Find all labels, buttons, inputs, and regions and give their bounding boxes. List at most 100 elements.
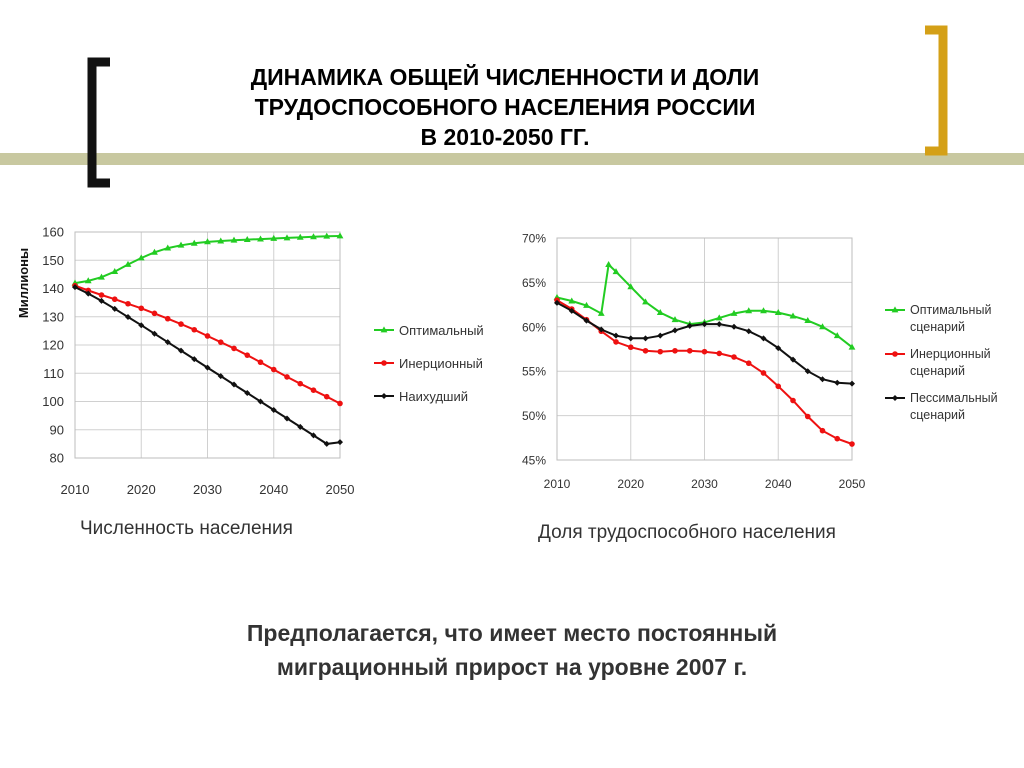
share-series-3-point <box>701 321 708 328</box>
pop-series-2-point <box>244 352 251 358</box>
title-line-2: ТРУДОСПОСОБНОГО НАСЕЛЕНИЯ РОССИИ <box>254 94 756 120</box>
share-legend-marker-3 <box>892 395 898 401</box>
pop-series-1-point <box>190 239 198 246</box>
pop-series-3-point <box>244 390 251 397</box>
pop-y-tick-label: 120 <box>42 338 64 353</box>
share-series-3-point <box>583 317 590 324</box>
share-series-1-point <box>612 268 620 275</box>
pop-series-2-point <box>310 387 317 394</box>
note-line-1: Предполагается, что имеет место постоянн… <box>246 620 778 646</box>
pop-y-tick-label: 100 <box>42 394 64 409</box>
share-legend-label-3-line2: сценарий <box>910 408 965 422</box>
share-series-2-point <box>642 347 649 354</box>
pop-series-2-point <box>270 366 277 373</box>
pop-x-tick-label: 2010 <box>61 482 90 497</box>
pop-series-3-point <box>125 314 131 321</box>
share-series-1-point <box>819 323 826 330</box>
pop-x-tick-label: 2030 <box>193 482 222 497</box>
pop-series-1-point <box>296 233 304 240</box>
share-series-3-point <box>775 345 782 352</box>
share-series-2-point <box>657 348 664 355</box>
pop-series-2-point <box>111 296 118 303</box>
pop-series-3-point <box>270 406 277 413</box>
share-series-1-point <box>627 283 635 290</box>
pop-series-2-point <box>204 333 211 339</box>
share-series-line-1 <box>556 262 853 348</box>
share-series-1-point <box>789 312 797 319</box>
pop-series-1-point <box>310 233 317 240</box>
pop-series-3-point <box>231 381 237 388</box>
pop-legend-marker-1 <box>380 326 388 333</box>
pop-series-2-point <box>178 321 184 327</box>
share-series-3-point <box>627 335 634 342</box>
share-series-2-point <box>834 435 841 442</box>
share-series-3-point <box>672 327 678 334</box>
share-series-3-point <box>716 321 723 328</box>
share-legend-label-1: Оптимальный <box>910 303 991 317</box>
share-series-1-point <box>745 307 753 314</box>
share-series-3-point <box>642 335 649 342</box>
share-series-2-point <box>775 383 782 390</box>
pop-series-3-point <box>191 356 198 363</box>
share-y-tick-label: 50% <box>522 409 546 423</box>
title-line-3: В 2010-2050 ГГ. <box>420 124 590 150</box>
pop-legend-marker-3 <box>381 393 387 399</box>
pop-series-3-point <box>164 339 171 346</box>
pop-x-tick-label: 2020 <box>127 482 156 497</box>
share-y-tick-label: 70% <box>522 232 546 246</box>
pop-y-tick-label: 130 <box>42 309 64 324</box>
pop-series-1-point <box>84 277 92 284</box>
slide-title: ДИНАМИКА ОБЩЕЙ ЧИСЛЕННОСТИ И ДОЛИ ТРУДОС… <box>150 62 860 152</box>
share-legend-label-1-line2: сценарий <box>910 320 965 334</box>
pop-plot-border <box>74 231 341 459</box>
pop-series-1-point <box>257 235 264 242</box>
pop-series-2-point <box>217 339 224 345</box>
pop-series-3-point <box>72 284 78 291</box>
share-series-2-point <box>790 397 796 404</box>
share-series-1-point <box>774 308 782 315</box>
share-y-tick-label: 60% <box>522 320 546 334</box>
share-series-2-point <box>849 441 855 447</box>
assumption-note: Предполагается, что имеет место постоянн… <box>150 616 874 684</box>
pop-legend-marker-2 <box>381 360 387 366</box>
pop-series-2-point <box>164 315 171 322</box>
pop-series-3-point <box>151 330 158 337</box>
share-series-2-point <box>672 347 678 354</box>
pop-y-axis-label: Миллионы <box>16 248 31 318</box>
share-series-3-point <box>804 368 811 375</box>
share-series-3-point <box>790 356 796 363</box>
share-y-tick-label: 55% <box>522 365 546 379</box>
pop-series-3-point <box>257 398 264 405</box>
pop-y-tick-label: 140 <box>42 281 64 296</box>
share-series-1-point <box>804 316 812 323</box>
pop-series-3-point <box>204 364 211 371</box>
pop-series-1-point <box>283 234 291 241</box>
pop-series-1-point <box>204 238 211 245</box>
pop-series-2-point <box>297 380 304 387</box>
pop-series-1-point <box>323 232 331 239</box>
pop-series-3-point <box>297 423 304 430</box>
share-series-1-point <box>848 343 856 350</box>
accent-bar <box>0 153 1024 165</box>
pop-series-1-point <box>111 267 119 274</box>
left-bracket-icon <box>87 57 110 188</box>
pop-series-1-point <box>177 241 185 248</box>
share-legend-label-3: Пессимальный <box>910 391 998 405</box>
pop-y-tick-label: 160 <box>42 225 64 240</box>
pop-legend-label-1: Оптимальный <box>399 323 484 338</box>
share-series-2-point <box>745 360 752 367</box>
share-series-3-point <box>657 332 664 339</box>
pop-series-2-point <box>231 345 237 352</box>
share-series-3-point <box>731 323 737 330</box>
pop-series-1-point <box>217 237 225 244</box>
title-line-1: ДИНАМИКА ОБЩЕЙ ЧИСЛЕННОСТИ И ДОЛИ <box>250 64 760 90</box>
share-series-1-point <box>568 297 576 304</box>
pop-y-tick-label: 110 <box>43 366 64 381</box>
pop-series-2-point <box>98 292 105 298</box>
share-y-tick-label: 65% <box>522 276 546 290</box>
share-series-2-point <box>627 344 634 351</box>
share-series-2-point <box>701 348 708 355</box>
pop-series-3-point <box>98 297 105 304</box>
pop-y-tick-label: 80 <box>50 451 64 466</box>
